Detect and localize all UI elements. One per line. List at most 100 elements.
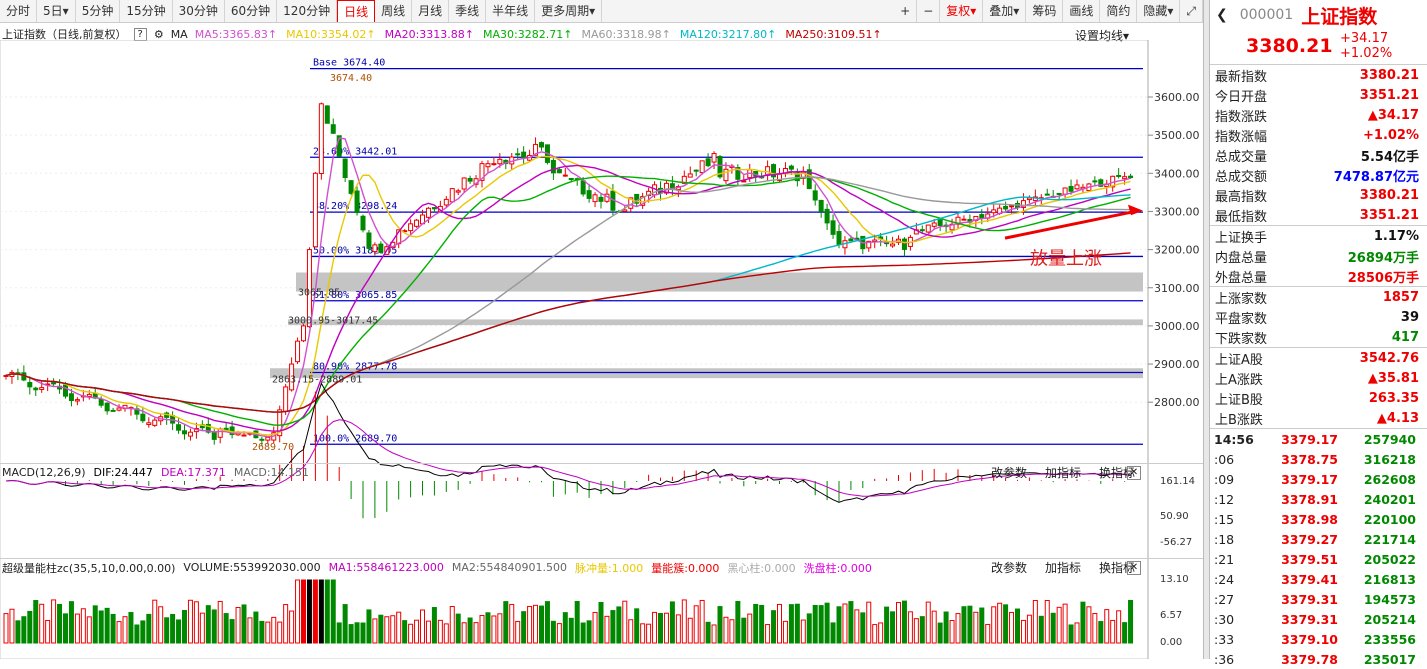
volume-bar (306, 579, 312, 644)
period-tab-4[interactable]: 30分钟 (173, 0, 225, 22)
candle-body (931, 222, 937, 227)
panel-splitter[interactable] (1203, 0, 1210, 659)
tick-p: 3378.91 (1281, 491, 1338, 507)
toolbar-right-btn-0[interactable]: + (894, 0, 918, 22)
period-tab-1[interactable]: 5日▾ (37, 0, 76, 22)
candle-body (265, 436, 271, 441)
volume-bar (515, 620, 521, 644)
vol-m4: 洗盘柱:0.000 (803, 561, 872, 575)
period-tab-3[interactable]: 15分钟 (120, 0, 173, 22)
tick-row: :27 3379.31 194573 (1210, 589, 1427, 609)
macd-switch-button[interactable]: 换指标 (1098, 466, 1135, 480)
candle-body (74, 399, 80, 402)
row-label: 指数涨跌 (1215, 109, 1268, 125)
volume-bar (771, 610, 777, 644)
volume-bar (271, 616, 277, 644)
period-tab-2[interactable]: 5分钟 (76, 0, 121, 22)
period-tab-9[interactable]: 月线 (412, 0, 450, 22)
panel-back-icon[interactable]: ❮ (1216, 7, 1228, 23)
volume-bar (550, 620, 556, 644)
tick-row: :18 3379.27 221714 (1210, 529, 1427, 549)
tick-list: 14:56 3379.17 257940:06 3378.75 316218:09 337… (1210, 428, 1427, 669)
tick-row: 14:56 3379.17 257940 (1210, 429, 1427, 449)
vol-param-button[interactable]: 改参数 (990, 561, 1027, 575)
volume-bar (110, 613, 116, 644)
rows4-row-0: 上证A股 3542.76 (1210, 348, 1427, 368)
row-value: 3380.21 (1359, 67, 1419, 83)
volume-bar (509, 603, 515, 644)
toolbar-right-btn-1[interactable]: − (917, 0, 941, 22)
tick-p: 3379.78 (1281, 651, 1338, 667)
gear-icon[interactable]: ⚙ (153, 27, 164, 41)
volume-bar (1110, 619, 1116, 644)
rows1-row-7: 最低指数 3351.21 (1210, 205, 1427, 225)
volume-bar (152, 599, 158, 644)
help-icon[interactable]: ? (133, 27, 147, 41)
rows2-row-2: 外盘总量 28506万手 (1210, 266, 1427, 286)
toolbar-right-btn-2[interactable]: 复权▾ (940, 0, 984, 22)
period-tab-10[interactable]: 季线 (449, 0, 487, 22)
candle-body (277, 409, 283, 437)
period-tab-0[interactable]: 分时 (0, 0, 38, 22)
tick-p: 3379.27 (1281, 531, 1338, 547)
candle-body (735, 167, 741, 180)
volume-bar (241, 604, 247, 644)
volume-bar (854, 609, 860, 644)
vol-add-button[interactable]: 加指标 (1044, 561, 1081, 575)
candle-body (63, 384, 68, 397)
tick-t: :24 (1214, 571, 1235, 587)
fib-label: Base 3674.40 (313, 58, 385, 69)
volume-bar (658, 612, 663, 644)
price-axis-label: 3100.00 (1154, 282, 1200, 295)
period-tab-6[interactable]: 120分钟 (277, 0, 338, 22)
period-tab-12[interactable]: 更多周期▾ (535, 0, 603, 22)
volume-bar (134, 624, 140, 644)
macd-close-icon[interactable]: ✕ (1127, 465, 1141, 480)
candle-body (241, 434, 247, 437)
kline-chart[interactable]: 3600.00 3500.00 3400.00 3300.00 3200.00 3100.… (0, 40, 1203, 659)
candle-body (1062, 187, 1068, 195)
volume-bar (604, 615, 610, 644)
volume-bar (979, 607, 985, 644)
volume-bar (765, 624, 771, 644)
tick-row: :21 3379.51 205022 (1210, 549, 1427, 569)
row-value: 3380.21 (1359, 187, 1419, 203)
toolbar-right-btn-5[interactable]: 画线 (1063, 0, 1101, 22)
volume-bar (467, 617, 473, 644)
tick-row: :30 3379.31 205214 (1210, 609, 1427, 629)
vol-close-icon[interactable]: ✕ (1127, 560, 1141, 575)
toolbar-right-btn-4[interactable]: 筹码 (1026, 0, 1064, 22)
period-tab-11[interactable]: 半年线 (486, 0, 536, 22)
toolbar-right-btn-3[interactable]: 叠加▾ (983, 0, 1027, 22)
candle-body (687, 173, 693, 178)
toolbar-right-btn-7[interactable]: 隐藏▾ (1137, 0, 1181, 22)
volume-bar (800, 619, 806, 644)
period-tab-8[interactable]: 周线 (375, 0, 413, 22)
candle-body (301, 325, 306, 342)
row-label: 总成交量 (1215, 149, 1268, 165)
volume-bar (211, 609, 217, 644)
expand-icon[interactable]: ⤢ (1180, 0, 1203, 22)
candle-body (378, 243, 384, 253)
candle-body (306, 249, 312, 328)
volume-bar (21, 616, 27, 644)
volume-bar (628, 619, 634, 644)
ma-line-30 (5, 175, 1131, 426)
volume-bar (217, 600, 223, 644)
candle-body (1020, 200, 1026, 208)
macd-add-button[interactable]: 加指标 (1044, 466, 1081, 480)
candle-body (461, 177, 467, 190)
period-tab-5[interactable]: 60分钟 (225, 0, 278, 22)
row-value: 1.17% (1373, 228, 1419, 244)
gap-annotation-2: 2863.15-2889.01 (272, 375, 362, 386)
toolbar-right-btn-6[interactable]: 简约 (1100, 0, 1138, 22)
rows4-row-2: 上证B股 263.35 (1210, 388, 1427, 408)
macd-param-button[interactable]: 改参数 (990, 466, 1027, 480)
stock-code: 000001 (1239, 7, 1294, 23)
period-tab-7[interactable]: 日线 (337, 0, 376, 22)
volume-bar (235, 606, 241, 644)
volume-bar (437, 619, 443, 644)
vol-switch-button[interactable]: 换指标 (1098, 561, 1135, 575)
rows1-row-3: 指数涨幅 +1.02% (1210, 125, 1427, 145)
volume-bar (1003, 604, 1009, 644)
